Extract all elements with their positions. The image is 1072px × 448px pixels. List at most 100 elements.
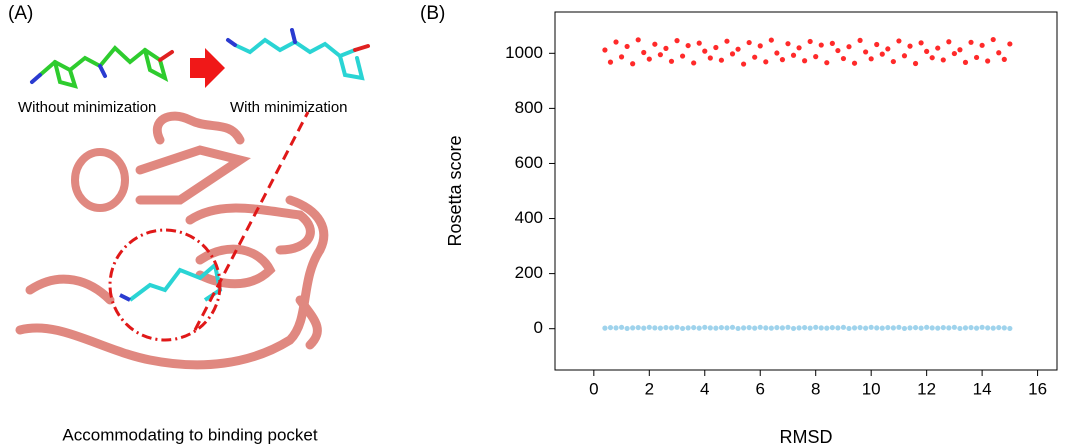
point	[735, 47, 740, 52]
point	[930, 325, 935, 330]
point	[613, 325, 618, 330]
point	[896, 38, 901, 43]
point	[863, 326, 868, 331]
point	[891, 59, 896, 64]
point	[647, 56, 652, 61]
point	[935, 45, 940, 50]
point	[719, 325, 724, 330]
point	[774, 50, 779, 55]
point	[741, 61, 746, 66]
point	[708, 325, 713, 330]
point	[991, 326, 996, 331]
point	[658, 52, 663, 57]
point	[647, 325, 652, 330]
point	[1002, 325, 1007, 330]
x-tick-label: 4	[700, 379, 709, 398]
y-tick-label: 200	[515, 263, 543, 282]
point	[985, 325, 990, 330]
point	[680, 53, 685, 58]
point	[691, 60, 696, 65]
point	[713, 326, 718, 331]
point	[902, 53, 907, 58]
point	[730, 51, 735, 56]
point	[852, 325, 857, 330]
point	[652, 42, 657, 47]
point	[674, 38, 679, 43]
point	[980, 43, 985, 48]
x-tick-label: 0	[589, 379, 598, 398]
point	[608, 325, 613, 330]
point	[1002, 57, 1007, 62]
point	[630, 61, 635, 66]
point	[963, 60, 968, 65]
point	[830, 41, 835, 46]
x-tick-label: 16	[1028, 379, 1047, 398]
point	[874, 42, 879, 47]
point	[935, 326, 940, 331]
plot-frame	[555, 12, 1057, 370]
y-axis-label: Rosetta score	[445, 135, 465, 246]
point	[996, 50, 1001, 55]
point	[663, 46, 668, 51]
point	[902, 326, 907, 331]
point	[968, 40, 973, 45]
point	[885, 325, 890, 330]
point	[785, 325, 790, 330]
point	[763, 325, 768, 330]
point	[941, 57, 946, 62]
point	[918, 40, 923, 45]
x-tick-label: 14	[973, 379, 992, 398]
point	[957, 47, 962, 52]
point	[686, 325, 691, 330]
point	[708, 55, 713, 60]
point	[957, 326, 962, 331]
x-tick-label: 10	[862, 379, 881, 398]
molecule-before	[32, 48, 172, 86]
point	[980, 325, 985, 330]
point	[680, 326, 685, 331]
point	[846, 44, 851, 49]
point	[896, 325, 901, 330]
point	[913, 61, 918, 66]
point	[791, 53, 796, 58]
point	[769, 326, 774, 331]
point	[758, 43, 763, 48]
point	[913, 325, 918, 330]
point	[880, 326, 885, 331]
point	[885, 46, 890, 51]
point	[619, 325, 624, 330]
point	[697, 41, 702, 46]
point	[702, 325, 707, 330]
y-tick-label: 600	[515, 153, 543, 172]
point	[719, 58, 724, 63]
point	[846, 326, 851, 331]
point	[952, 51, 957, 56]
point	[1007, 41, 1012, 46]
point	[968, 325, 973, 330]
point	[924, 325, 929, 330]
pocket-outline	[110, 230, 220, 340]
point	[697, 326, 702, 331]
point	[824, 326, 829, 331]
point	[652, 325, 657, 330]
point	[952, 325, 957, 330]
panel-label: (A)	[8, 3, 33, 24]
point	[974, 326, 979, 331]
point	[730, 325, 735, 330]
arrow	[190, 48, 225, 88]
molecule-after	[228, 30, 368, 78]
caption: With minimization	[230, 99, 348, 116]
point	[636, 325, 641, 330]
point	[619, 54, 624, 59]
point	[930, 55, 935, 60]
point	[796, 45, 801, 50]
point	[813, 325, 818, 330]
point	[752, 326, 757, 331]
point	[963, 325, 968, 330]
point	[857, 38, 862, 43]
x-tick-label: 6	[756, 379, 765, 398]
caption: Without minimization	[18, 99, 156, 116]
point	[724, 39, 729, 44]
point	[907, 44, 912, 49]
point	[1007, 326, 1012, 331]
